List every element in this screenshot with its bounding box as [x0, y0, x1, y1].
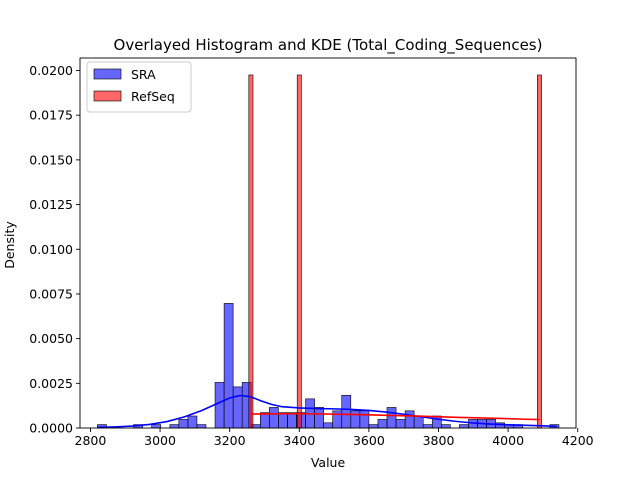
sra-bar	[187, 415, 198, 429]
x-axis-ticks: 2800 3000 3200 3400 3600 3800 4000 4200	[75, 428, 594, 448]
sra-bar	[287, 412, 297, 429]
axes-frame	[79, 57, 577, 429]
y-axis-label: Density	[2, 221, 17, 269]
refseq-bar	[248, 74, 254, 429]
x-tick-label: 3200	[214, 433, 246, 448]
x-tick-label: 3800	[423, 433, 455, 448]
sra-bar	[440, 424, 451, 429]
x-tick-label: 3400	[283, 433, 315, 448]
sra-bar	[259, 412, 270, 429]
refseq-bar	[537, 74, 542, 429]
sra-bar	[269, 407, 279, 429]
sra-bar	[214, 382, 225, 429]
sra-bar	[232, 386, 243, 429]
sra-bar	[395, 419, 406, 429]
y-tick-label: 0.0175	[29, 108, 73, 123]
x-tick-label: 4000	[492, 433, 524, 448]
sra-bar	[314, 407, 324, 429]
y-tick-label: 0.0150	[29, 152, 73, 167]
y-tick-label: 0.0025	[29, 376, 73, 391]
legend-label-refseq: RefSeq	[131, 89, 175, 104]
y-tick-label: 0.0125	[29, 197, 73, 212]
sra-bar	[341, 394, 352, 429]
sra-bar	[368, 424, 379, 429]
sra-bar	[377, 419, 388, 429]
legend-swatch-refseq	[93, 90, 122, 102]
x-tick-label: 3000	[144, 433, 176, 448]
x-axis-label: Value	[311, 455, 346, 470]
sra-bar	[459, 424, 469, 429]
sra-bar	[413, 415, 424, 429]
legend: SRA RefSeq	[86, 61, 192, 113]
y-tick-label: 0.0200	[29, 63, 73, 78]
legend-swatch-sra	[93, 68, 122, 80]
sra-bar	[278, 412, 288, 429]
x-tick-label: 2800	[75, 433, 107, 448]
axes-spines	[79, 57, 577, 429]
sra-bar	[323, 422, 333, 429]
chart-title: Overlayed Histogram and KDE (Total_Codin…	[114, 36, 543, 55]
sra-bar	[350, 410, 361, 429]
sra-bar	[404, 410, 415, 429]
refseq-bar	[296, 74, 302, 429]
x-tick-label: 3600	[353, 433, 385, 448]
sra-bar	[422, 424, 433, 429]
y-tick-label: 0.0075	[29, 286, 73, 301]
y-tick-label: 0.0050	[29, 331, 73, 346]
y-axis-ticks: 0.0000 0.0025 0.0050 0.0075 0.0100 0.0125 0.01…	[29, 63, 80, 436]
sra-bar	[223, 303, 234, 429]
y-tick-label: 0.0000	[29, 421, 73, 436]
sra-kde-line	[97, 394, 557, 429]
kde-curves	[97, 394, 557, 429]
sra-bar	[169, 424, 180, 429]
sra-bar	[178, 419, 189, 429]
refseq-kde-line	[250, 412, 540, 421]
sra-bar	[359, 410, 370, 429]
y-tick-label: 0.0100	[29, 242, 73, 257]
legend-label-sra: SRA	[131, 67, 156, 82]
sra-bar	[196, 424, 207, 429]
x-tick-label: 4200	[562, 433, 594, 448]
sra-bar	[151, 424, 162, 429]
sra-bar	[386, 407, 397, 429]
